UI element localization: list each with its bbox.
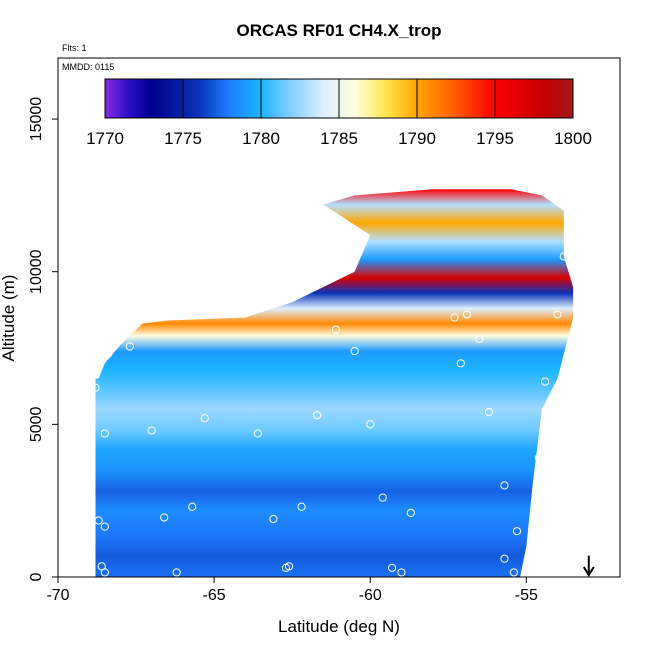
sample-point [147,426,156,435]
sample-point [100,568,109,577]
sample-point [500,554,509,563]
sample-point [297,502,306,511]
axes: -70 -65 -60 -55 0 5000 10000 15000 [28,57,621,604]
sample-point [200,414,209,423]
colorbar-tick-label: 1795 [476,129,514,148]
flights-note: Flts: 1 [62,43,87,53]
sample-point [462,310,472,319]
x-tick-label: -60 [359,587,382,604]
sample-point [188,502,197,511]
sample-point [281,563,291,572]
y-tick-label: 0 [28,572,45,581]
sample-point [366,420,375,429]
date-note: MMDD: 0115 [62,62,114,72]
sample-point [125,342,134,351]
sample-point [387,563,397,572]
x-tick-label: -65 [203,587,226,604]
curtain-fill [95,189,574,577]
sample-point [509,568,518,577]
sample-point [100,429,109,438]
sample-point [91,383,100,392]
colorbar-tick-label: 1775 [164,129,202,148]
sample-point [94,516,103,525]
sample-point [313,411,322,420]
sample-point [500,481,509,490]
colorbar-tick-label: 1780 [242,129,280,148]
sample-point [269,514,278,524]
colorbar-tick-label: 1790 [398,129,436,148]
sample-point [172,568,181,577]
colorbar: 1770 1775 1780 1785 1790 1795 1800 [86,78,592,148]
sample-point [450,313,459,322]
y-tick-label: 5000 [28,406,45,442]
chart-title: ORCAS RF01 CH4.X_trop [237,21,442,40]
plot-area [91,189,595,577]
y-axis-label: Altitude (m) [0,275,18,362]
colorbar-tick-label: 1770 [86,129,124,148]
sample-point [253,429,262,438]
sample-point [350,346,359,356]
x-tick-label: -55 [515,587,538,604]
x-tick-label: -70 [46,587,69,604]
arrow-head [582,566,595,577]
sample-point [540,377,550,386]
sample-point [484,408,493,417]
sample-point [397,568,406,577]
sample-point [103,350,113,359]
sample-point [100,522,109,531]
colorbar-tick-label: 1785 [320,129,358,148]
y-tick-label: 15000 [28,97,45,142]
sample-point [406,508,415,517]
curtain-bands [95,189,574,577]
sample-point [512,527,522,536]
sample-point [534,453,543,463]
sample-point [378,493,387,502]
sample-point [331,325,340,334]
x-axis-label: Latitude (deg N) [278,617,400,636]
y-tick-label: 10000 [28,249,45,294]
colorbar-tick-label: 1800 [554,129,592,148]
sample-point [475,334,484,343]
sample-point [559,252,568,261]
plot-frame [57,57,621,578]
sample-point [456,359,465,368]
sample-point [160,513,169,522]
sample-point [553,310,562,319]
